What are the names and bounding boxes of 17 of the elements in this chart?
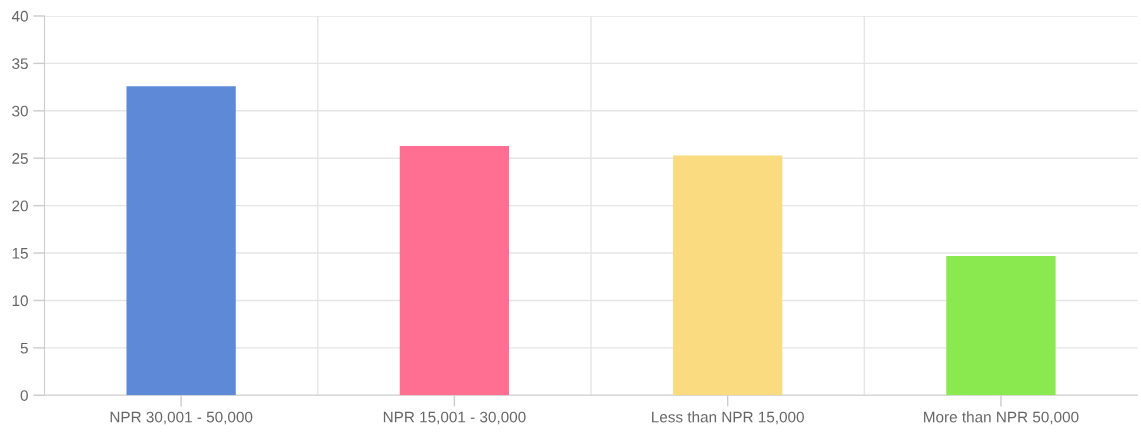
y-tick-label: 15 — [12, 248, 28, 259]
y-tick-label: 25 — [12, 153, 28, 164]
x-tick-label: NPR 15,001 - 30,000 — [383, 411, 526, 425]
y-tick-label: 20 — [12, 200, 28, 212]
x-tick-label: More than NPR 50,000 — [924, 411, 1079, 425]
y-tick-label: 35 — [12, 58, 28, 70]
bar — [399, 145, 510, 396]
bar — [946, 255, 1056, 396]
bar — [126, 86, 236, 396]
bar — [673, 155, 783, 396]
y-tick-label: 10 — [12, 295, 28, 307]
y-tick-label: 5 — [20, 342, 28, 354]
x-tick-label: Less than NPR 15,000 — [652, 411, 804, 425]
y-tick-label: 0 — [20, 390, 28, 401]
y-tick-label: 40 — [11, 10, 28, 22]
y-tick-label: 30 — [12, 105, 28, 117]
x-tick-label: NPR 30,001 - 50,000 — [110, 411, 253, 425]
